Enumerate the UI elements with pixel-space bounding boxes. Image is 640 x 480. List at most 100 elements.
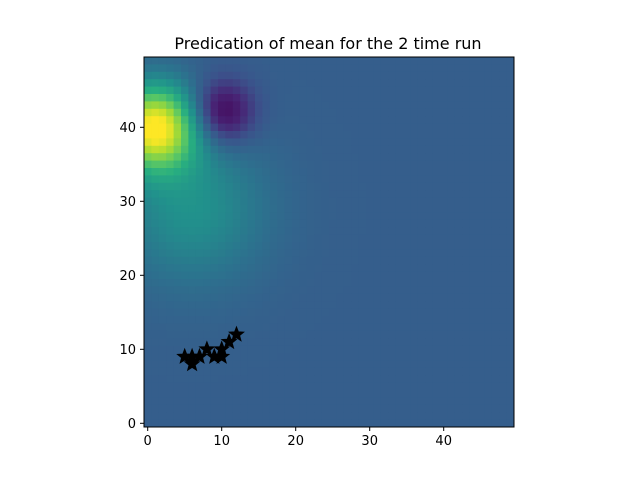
heatmap-cell bbox=[351, 419, 359, 428]
heatmap-cell bbox=[306, 64, 315, 73]
heatmap-cell bbox=[343, 390, 352, 398]
heatmap-cell bbox=[203, 279, 211, 287]
heatmap-cell bbox=[144, 101, 152, 110]
heatmap-cell bbox=[380, 242, 389, 250]
heatmap-cell bbox=[158, 279, 167, 287]
heatmap-cell bbox=[284, 64, 293, 73]
heatmap-cell bbox=[358, 242, 367, 250]
heatmap-cell bbox=[417, 94, 426, 102]
heatmap-cell bbox=[269, 330, 278, 339]
heatmap-cell bbox=[232, 397, 241, 406]
heatmap-cell bbox=[321, 301, 330, 309]
heatmap-cell bbox=[195, 256, 204, 265]
heatmap-cell bbox=[203, 197, 211, 206]
heatmap-cell bbox=[366, 404, 374, 413]
heatmap-cell bbox=[181, 279, 189, 287]
heatmap-cell bbox=[403, 404, 411, 413]
heatmap-cell bbox=[506, 101, 515, 110]
heatmap-cell bbox=[195, 227, 204, 235]
heatmap-cell bbox=[225, 212, 234, 221]
heatmap-cell bbox=[417, 249, 426, 258]
heatmap-cell bbox=[306, 330, 315, 339]
heatmap-cell bbox=[447, 182, 456, 191]
heatmap-cell bbox=[403, 153, 411, 161]
heatmap-cell bbox=[499, 316, 507, 324]
heatmap-cell bbox=[166, 138, 174, 147]
heatmap-cell bbox=[314, 279, 322, 287]
heatmap-cell bbox=[277, 219, 285, 228]
heatmap-cell bbox=[188, 212, 197, 221]
heatmap-cell bbox=[454, 94, 463, 102]
heatmap-cell bbox=[277, 242, 285, 250]
heatmap-cell bbox=[299, 256, 308, 265]
heatmap-cell bbox=[158, 419, 167, 428]
heatmap-cell bbox=[440, 308, 448, 317]
heatmap-cell bbox=[255, 367, 263, 376]
heatmap-cell bbox=[351, 219, 359, 228]
heatmap-cell bbox=[351, 264, 359, 272]
heatmap-cell bbox=[269, 64, 278, 73]
heatmap-cell bbox=[380, 397, 389, 406]
heatmap-cell bbox=[144, 353, 152, 361]
heatmap-cell bbox=[410, 227, 419, 235]
heatmap-cell bbox=[425, 308, 433, 317]
heatmap-cell bbox=[225, 160, 234, 169]
heatmap-cell bbox=[484, 367, 493, 376]
x-tick-label: 10 bbox=[213, 434, 230, 449]
heatmap-cell bbox=[262, 338, 271, 346]
heatmap-cell bbox=[299, 242, 308, 250]
heatmap-cell bbox=[188, 190, 197, 198]
y-tick-label: 40 bbox=[119, 121, 136, 136]
heatmap-cell bbox=[314, 264, 322, 272]
heatmap-cell bbox=[506, 390, 515, 398]
heatmap-cell bbox=[240, 160, 248, 169]
heatmap-cell bbox=[262, 205, 271, 213]
heatmap-cell bbox=[321, 293, 330, 302]
heatmap-cell bbox=[373, 64, 382, 73]
heatmap-cell bbox=[380, 197, 389, 206]
heatmap-cell bbox=[506, 86, 515, 95]
heatmap-cell bbox=[388, 353, 396, 361]
heatmap-cell bbox=[410, 404, 419, 413]
heatmap-cell bbox=[462, 293, 470, 302]
heatmap-cell bbox=[277, 190, 285, 198]
heatmap-cell bbox=[373, 279, 382, 287]
heatmap-cell bbox=[203, 360, 211, 369]
heatmap-cell bbox=[506, 301, 515, 309]
heatmap-cell bbox=[151, 168, 160, 176]
heatmap-cell bbox=[240, 412, 248, 420]
heatmap-cell bbox=[181, 412, 189, 420]
heatmap-cell bbox=[255, 279, 263, 287]
heatmap-cell bbox=[166, 160, 174, 169]
heatmap-cell bbox=[447, 367, 456, 376]
heatmap-cell bbox=[491, 138, 500, 147]
heatmap-cell bbox=[380, 301, 389, 309]
heatmap-cell bbox=[432, 219, 441, 228]
heatmap-cell bbox=[403, 397, 411, 406]
heatmap-cell bbox=[173, 338, 182, 346]
heatmap-cell bbox=[181, 234, 189, 243]
heatmap-cell bbox=[410, 367, 419, 376]
heatmap-cell bbox=[336, 197, 345, 206]
heatmap-cell bbox=[491, 360, 500, 369]
heatmap-cell bbox=[195, 116, 204, 124]
heatmap-cell bbox=[181, 145, 189, 154]
heatmap-cell bbox=[425, 197, 433, 206]
heatmap-cell bbox=[314, 64, 322, 73]
heatmap-cell bbox=[166, 153, 174, 161]
heatmap-cell bbox=[410, 293, 419, 302]
heatmap-cell bbox=[336, 404, 345, 413]
heatmap-cell bbox=[440, 227, 448, 235]
heatmap-cell bbox=[299, 293, 308, 302]
heatmap-cell bbox=[388, 382, 396, 391]
heatmap-cell bbox=[454, 382, 463, 391]
heatmap-cell bbox=[425, 256, 433, 265]
heatmap-cell bbox=[477, 419, 485, 428]
heatmap-cell bbox=[440, 94, 448, 102]
heatmap-cell bbox=[247, 404, 256, 413]
heatmap-cell bbox=[203, 316, 211, 324]
heatmap-cell bbox=[151, 345, 160, 354]
heatmap-cell bbox=[158, 205, 167, 213]
heatmap-cell bbox=[388, 227, 396, 235]
heatmap-cell bbox=[336, 279, 345, 287]
